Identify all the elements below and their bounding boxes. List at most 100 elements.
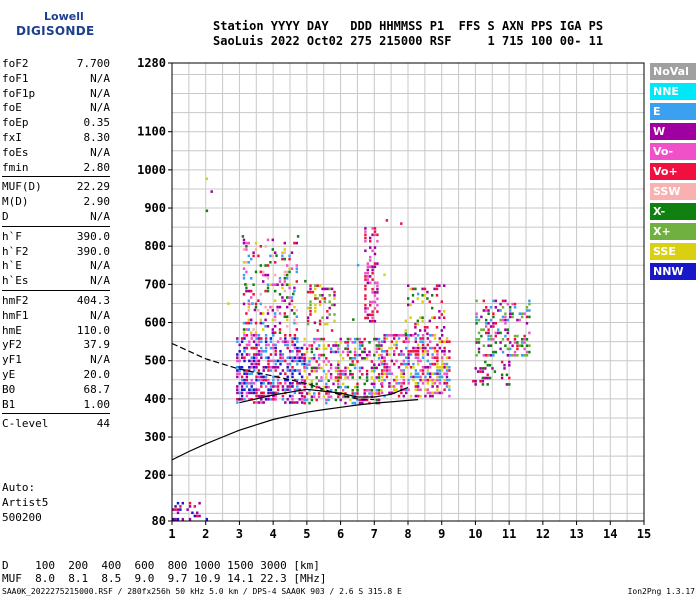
echo-point	[349, 337, 352, 341]
param-name: hmF1	[2, 308, 29, 322]
echo-point	[339, 398, 342, 402]
echo-point	[248, 343, 251, 347]
echo-point	[276, 359, 280, 363]
echo-point	[429, 378, 432, 382]
echo-point	[364, 316, 367, 320]
echo-point	[426, 350, 429, 353]
echo-point	[412, 366, 415, 369]
echo-point	[260, 394, 263, 398]
echo-point	[298, 350, 301, 353]
echo-point	[252, 251, 255, 254]
echo-point	[329, 376, 333, 379]
echo-point	[426, 372, 429, 375]
echo-point	[417, 362, 420, 366]
echo-point	[252, 369, 256, 372]
echo-point	[325, 382, 328, 386]
echo-point	[236, 356, 239, 359]
echo-point	[525, 306, 529, 309]
echo-point	[266, 312, 270, 315]
echo-point	[337, 360, 340, 363]
echo-point	[250, 372, 253, 375]
echo-point	[259, 321, 262, 325]
echo-point	[474, 383, 477, 386]
echo-point	[508, 383, 511, 386]
echo-point	[272, 366, 275, 369]
echo-point	[475, 299, 478, 303]
echo-point	[279, 359, 282, 363]
echo-point	[511, 315, 514, 319]
echo-point	[433, 316, 436, 319]
echo-point	[521, 354, 524, 357]
echo-point	[303, 337, 306, 341]
echo-point	[329, 389, 333, 392]
x-tick-label: 5	[303, 527, 310, 541]
echo-point	[240, 382, 244, 385]
echo-point	[400, 369, 403, 372]
echo-point	[366, 316, 369, 320]
echo-point	[252, 356, 256, 359]
echo-point	[503, 363, 506, 367]
echo-point	[426, 378, 429, 382]
echo-point	[238, 382, 241, 385]
echo-point	[407, 340, 410, 343]
echo-point	[327, 385, 330, 389]
echo-point	[438, 340, 441, 343]
echo-point	[255, 346, 258, 350]
echo-point	[308, 373, 311, 376]
echo-point	[402, 359, 405, 363]
echo-point	[412, 378, 415, 382]
echo-point	[193, 514, 196, 518]
echo-point	[376, 281, 379, 285]
echo-point	[328, 294, 331, 297]
echo-point	[264, 378, 268, 382]
echo-point	[317, 392, 321, 395]
echo-point	[313, 395, 316, 398]
echo-point	[395, 340, 398, 343]
echo-point	[243, 372, 246, 375]
echo-point	[245, 312, 248, 315]
param-name: yF1	[2, 353, 22, 367]
param-separator	[2, 290, 110, 291]
echo-point	[295, 270, 298, 274]
param-value: 404.3	[76, 294, 110, 307]
echo-point	[368, 392, 371, 395]
echo-point	[293, 312, 296, 315]
echo-point	[284, 340, 287, 343]
echo-point	[499, 309, 502, 312]
echo-point	[303, 366, 306, 370]
echo-point	[295, 328, 298, 331]
echo-point	[306, 322, 310, 326]
echo-point	[278, 328, 282, 331]
echo-point	[525, 354, 529, 357]
echo-point	[255, 375, 258, 379]
echo-point	[334, 344, 338, 347]
echo-point	[272, 359, 275, 363]
echo-point	[337, 392, 340, 395]
echo-point	[264, 346, 268, 350]
echo-point	[243, 337, 246, 340]
x-tick-label: 8	[404, 527, 411, 541]
legend-item: SSE	[650, 243, 696, 260]
echo-point	[426, 359, 429, 363]
echo-point	[283, 315, 286, 318]
echo-point	[525, 338, 529, 341]
echo-point	[373, 319, 377, 323]
x-tick-label: 11	[502, 527, 516, 541]
echo-point	[317, 363, 321, 366]
echo-point	[250, 378, 253, 382]
echo-point	[317, 379, 321, 382]
echo-point	[245, 248, 248, 251]
echo-point	[364, 278, 367, 281]
legend-item: Vo+	[650, 163, 696, 180]
echo-point	[474, 379, 477, 383]
echo-point	[255, 362, 258, 366]
echo-point	[377, 347, 381, 350]
echo-point	[426, 382, 429, 385]
echo-point	[440, 300, 443, 303]
echo-point	[286, 296, 289, 299]
echo-point	[341, 389, 345, 392]
echo-point	[306, 316, 310, 319]
echo-point	[296, 359, 299, 363]
echo-point	[240, 385, 244, 388]
param-row: foF2 7.700	[2, 56, 110, 71]
